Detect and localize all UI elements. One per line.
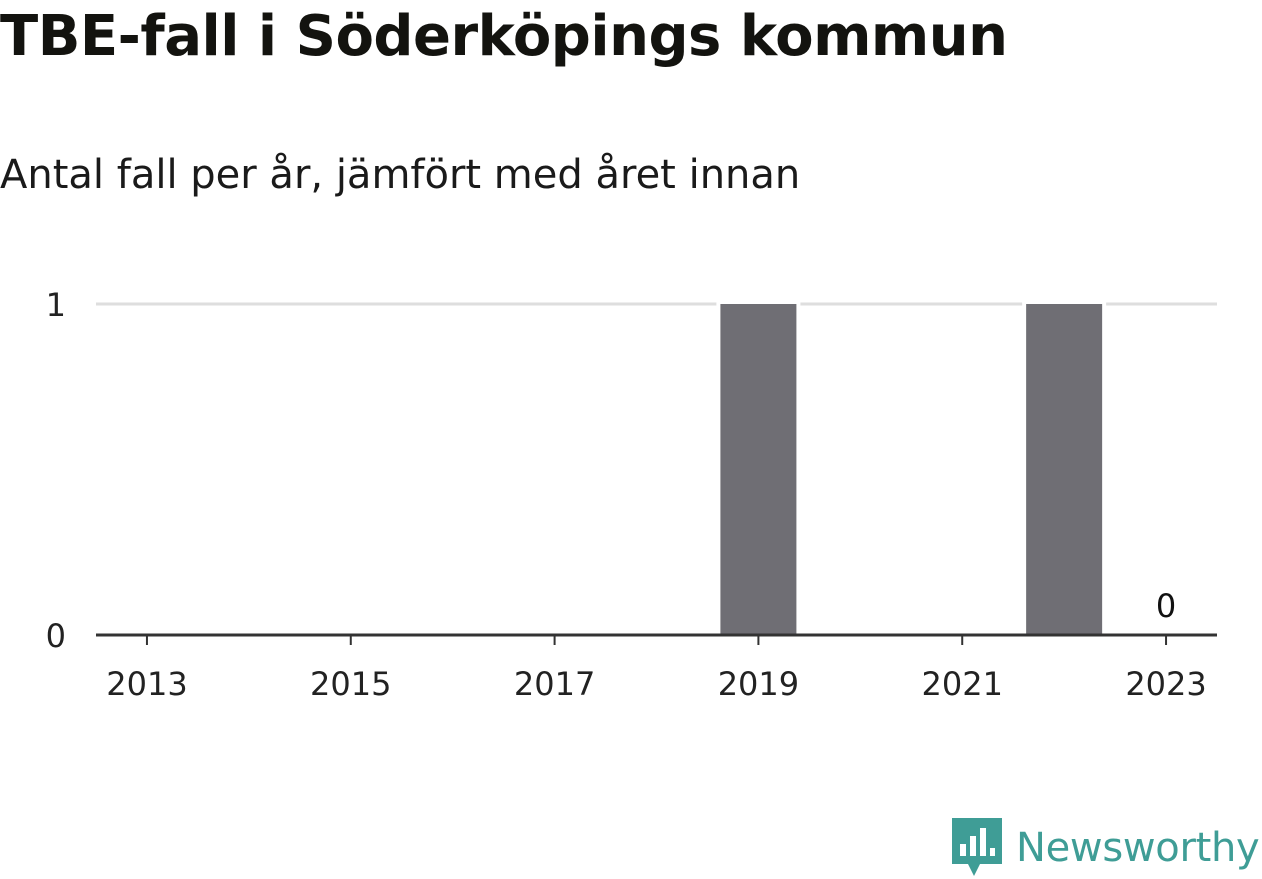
data-label: 0 (1156, 587, 1176, 625)
x-tick-label: 2021 (922, 665, 1003, 703)
chart-subtitle: Antal fall per år, jämfört med året inna… (0, 152, 801, 198)
newsworthy-logo: Newsworthy (952, 818, 1260, 878)
chart-title: TBE-fall i Söderköpings kommun (0, 4, 1008, 69)
x-tick-label: 2017 (514, 665, 595, 703)
brand-name: Newsworthy (1016, 825, 1260, 871)
bar-2022 (1026, 304, 1103, 635)
y-tick-label: 1 (46, 286, 66, 324)
x-tick-label: 2019 (718, 665, 799, 703)
y-tick-label: 0 (46, 617, 66, 655)
x-tick-label: 2013 (106, 665, 187, 703)
bar-2019 (720, 304, 797, 635)
labels: 0 1 2013 2015 2017 2019 2021 2023 0 (46, 286, 1207, 703)
bars (716, 302, 1107, 635)
x-tick-label: 2023 (1125, 665, 1206, 703)
newsworthy-logo-icon (952, 818, 1002, 876)
bar-chart: 0 1 2013 2015 2017 2019 2021 2023 0 (46, 286, 1217, 703)
x-tick-label: 2015 (310, 665, 391, 703)
axes (96, 633, 1217, 645)
